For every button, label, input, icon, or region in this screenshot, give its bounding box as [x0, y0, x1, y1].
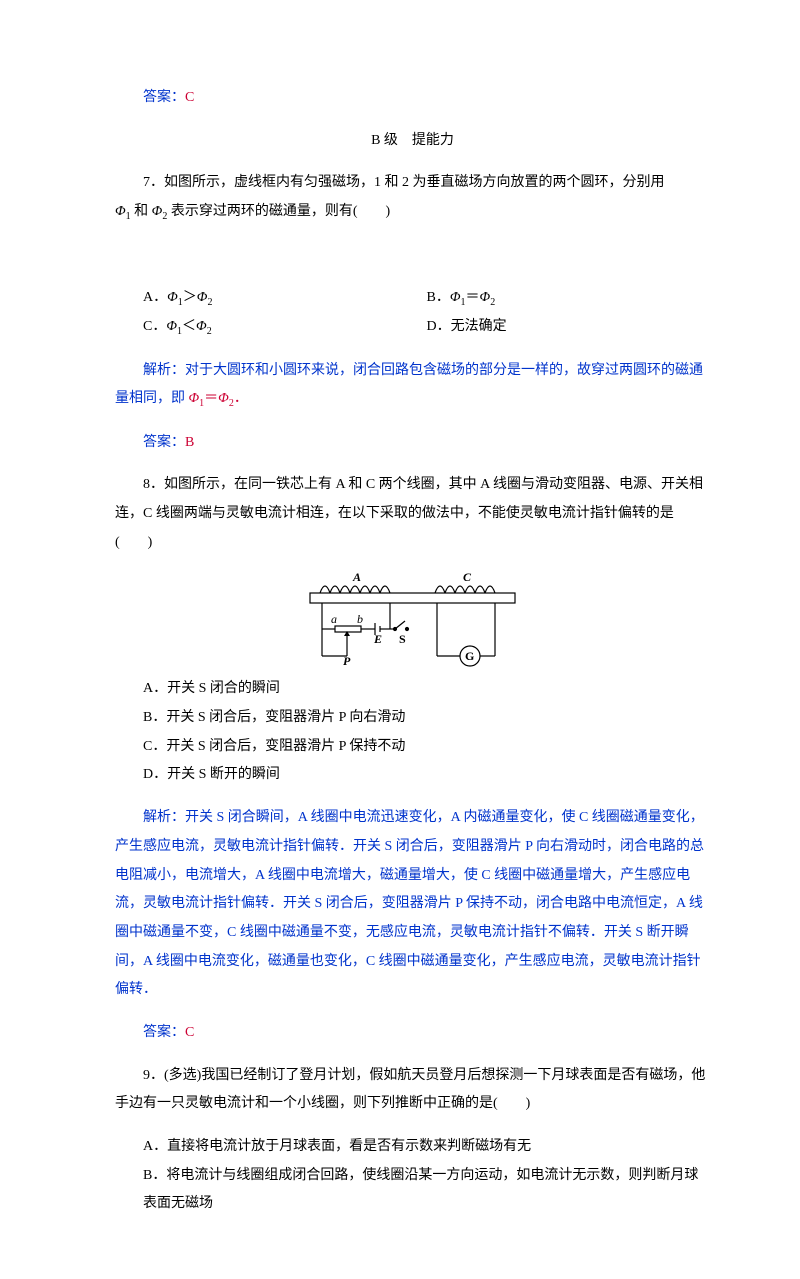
- q8-fig-label-E: E: [373, 632, 382, 646]
- q7-answer: 答案：B: [115, 429, 710, 458]
- q7-phi2: Φ: [152, 204, 163, 219]
- q7-option-b: B．Φ1＝Φ2: [427, 284, 711, 313]
- q7-ans-value: B: [185, 435, 194, 450]
- q7-optA-mid: ＞: [183, 290, 197, 305]
- q8-fig-label-G: G: [465, 649, 474, 663]
- q9-option-b: B．将电流计与线圈组成闭合回路，使线圈沿某一方向运动，如电流计无示数，则判断月球…: [143, 1162, 710, 1219]
- q7-stem-b: 和: [131, 204, 152, 219]
- q7-ans-label: 答案：: [143, 435, 185, 450]
- q8-stem: 8．如图所示，在同一铁芯上有 A 和 C 两个线圈，其中 A 线圈与滑动变阻器、…: [115, 471, 710, 557]
- q8-fig-label-A: A: [352, 571, 361, 584]
- q8-fig-label-S: S: [399, 632, 406, 646]
- q7-choices: A．Φ1＞Φ2 B．Φ1＝Φ2 C．Φ1＜Φ2 D．无法确定: [143, 284, 710, 343]
- q8-fig-label-P: P: [343, 654, 351, 668]
- answer-6-value: C: [185, 90, 194, 105]
- q7-optB-mid: ＝: [466, 290, 480, 305]
- q7-optC-s2: 2: [207, 326, 212, 337]
- q8-option-a: A．开关 S 闭合的瞬间: [143, 675, 710, 704]
- q8-exp-text: 解析：开关 S 闭合瞬间，A 线圈中电流迅速变化，A 内磁通量变化，使 C 线圈…: [115, 810, 704, 997]
- q8-fig-label-a: a: [331, 612, 337, 626]
- q8-explanation: 解析：开关 S 闭合瞬间，A 线圈中电流迅速变化，A 内磁通量变化，使 C 线圈…: [115, 804, 710, 1005]
- q7-stem-c: 表示穿过两环的磁通量，则有( ): [167, 204, 390, 219]
- q8-circuit-figure: A C a b P E S G: [295, 571, 530, 671]
- q7-exp-p2: Φ: [218, 391, 229, 406]
- q7-optA-lead: A．: [143, 290, 167, 305]
- q7-option-c: C．Φ1＜Φ2: [143, 313, 427, 342]
- q7-optA-p1: Φ: [167, 290, 178, 305]
- q7-phi1: Φ: [115, 204, 126, 219]
- q8-option-c: C．开关 S 闭合后，变阻器滑片 P 保持不动: [143, 733, 710, 762]
- q7-optB-s2: 2: [490, 297, 495, 308]
- q8-ans-label: 答案：: [143, 1025, 185, 1040]
- q7-blank-line: [115, 241, 710, 270]
- q7-optB-p2: Φ: [480, 290, 491, 305]
- q7-optC-lead: C．: [143, 319, 166, 334]
- q9-option-a: A．直接将电流计放于月球表面，看是否有示数来判断磁场有无: [143, 1133, 710, 1162]
- q7-optC-mid: ＜: [182, 319, 196, 334]
- q8-option-b: B．开关 S 闭合后，变阻器滑片 P 向右滑动: [143, 704, 710, 733]
- q7-stem-a: 7．如图所示，虚线框内有匀强磁场，1 和 2 为垂直磁场方向放置的两个圆环，分别…: [143, 175, 665, 190]
- q7-stem: 7．如图所示，虚线框内有匀强磁场，1 和 2 为垂直磁场方向放置的两个圆环，分别…: [115, 169, 710, 227]
- answer-6: 答案：C: [115, 84, 710, 113]
- q7-option-d: D．无法确定: [427, 313, 711, 342]
- q8-fig-label-C: C: [463, 571, 472, 584]
- q7-exp-mid: ＝: [204, 391, 218, 406]
- q7-optB-p1: Φ: [450, 290, 461, 305]
- q9-choices: A．直接将电流计放于月球表面，看是否有示数来判断磁场有无 B．将电流计与线圈组成…: [143, 1133, 710, 1219]
- q8-option-d: D．开关 S 断开的瞬间: [143, 761, 710, 790]
- q7-explanation: 解析：对于大圆环和小圆环来说，闭合回路包含磁场的部分是一样的，故穿过两圆环的磁通…: [115, 357, 710, 415]
- q9-stem: 9．(多选)我国已经制订了登月计划，假如航天员登月后想探测一下月球表面是否有磁场…: [115, 1062, 710, 1119]
- q8-fig-label-b: b: [357, 612, 363, 626]
- page: 答案：C B 级 提能力 7．如图所示，虚线框内有匀强磁场，1 和 2 为垂直磁…: [0, 0, 800, 1279]
- q7-optA-p2: Φ: [197, 290, 208, 305]
- q8-choices: A．开关 S 闭合的瞬间 B．开关 S 闭合后，变阻器滑片 P 向右滑动 C．开…: [143, 675, 710, 790]
- q7-optA-s2: 2: [207, 297, 212, 308]
- q7-exp-p1: Φ: [189, 391, 200, 406]
- q7-option-a: A．Φ1＞Φ2: [143, 284, 427, 313]
- q7-optC-p1: Φ: [166, 319, 177, 334]
- answer-6-label: 答案：: [143, 90, 185, 105]
- q7-exp-end: ．: [234, 391, 248, 406]
- q7-optC-p2: Φ: [196, 319, 207, 334]
- section-b-title: B 级 提能力: [115, 127, 710, 156]
- q8-answer: 答案：C: [115, 1019, 710, 1048]
- q7-optB-lead: B．: [427, 290, 450, 305]
- q8-ans-value: C: [185, 1025, 194, 1040]
